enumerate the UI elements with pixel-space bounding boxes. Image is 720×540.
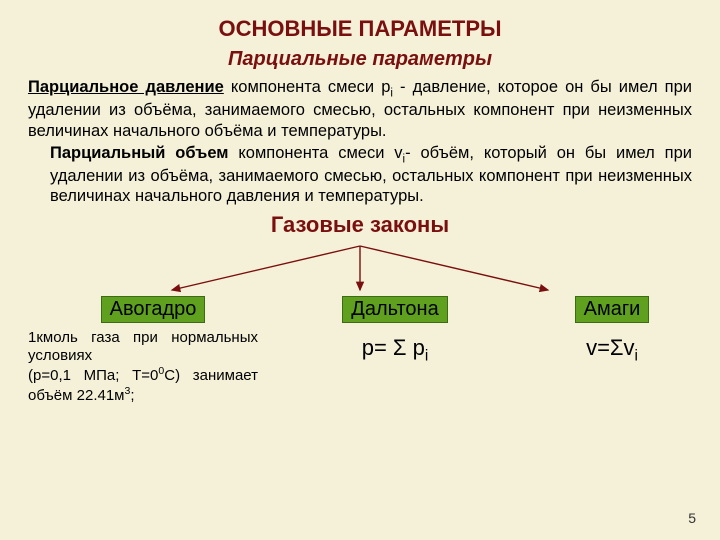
avogadro-line2a: (р=0,1 МПа; Т=0 <box>28 367 158 384</box>
col-dalton: Дальтона р= Σ рi <box>305 296 485 365</box>
chip-amagi: Амаги <box>575 296 650 323</box>
arrow-right <box>360 246 548 290</box>
dalton-formula-pre: р= Σ р <box>362 335 425 360</box>
paragraph-partial-volume: Парциальный объем компонента смеси vi- о… <box>50 143 692 207</box>
avogadro-line1: 1кмоль газа при нормальных условиях <box>28 329 258 364</box>
laws-heading: Газовые законы <box>28 212 692 238</box>
chip-avogadro: Авогадро <box>101 296 206 323</box>
dalton-formula-sub: i <box>425 348 428 365</box>
arrows-diagram <box>130 242 590 294</box>
amagi-formula-sub: i <box>635 348 638 365</box>
page-number: 5 <box>688 510 696 526</box>
paragraph-partial-pressure: Парциальное давление компонента смеси рi… <box>28 77 692 141</box>
caption-avogadro: 1кмоль газа при нормальных условиях (р=0… <box>28 329 258 405</box>
laws-columns: Авогадро 1кмоль газа при нормальных усло… <box>28 296 692 405</box>
para2-rest: компонента смеси v <box>229 144 403 162</box>
chip-dalton: Дальтона <box>342 296 447 323</box>
term-partial-volume: Парциальный объем <box>50 144 229 162</box>
col-avogadro: Авогадро 1кмоль газа при нормальных усло… <box>28 296 258 405</box>
subtitle: Парциальные параметры <box>28 48 692 71</box>
formula-amagi: v=Σvi <box>586 335 638 365</box>
main-title: ОСНОВНЫЕ ПАРАМЕТРЫ <box>28 16 692 42</box>
term-partial-pressure: Парциальное давление <box>28 78 224 96</box>
formula-dalton: р= Σ рi <box>362 335 429 365</box>
para1-rest: компонента смеси р <box>224 78 391 96</box>
arrow-left <box>172 246 360 290</box>
col-amagi: Амаги v=Σvi <box>532 296 692 365</box>
amagi-formula-pre: v=Σv <box>586 335 634 360</box>
avogadro-end: ; <box>130 387 134 404</box>
